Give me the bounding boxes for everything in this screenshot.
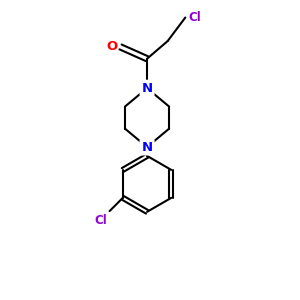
Text: Cl: Cl: [94, 214, 106, 227]
Text: N: N: [142, 82, 153, 95]
Text: Cl: Cl: [189, 11, 202, 24]
Text: N: N: [142, 141, 153, 154]
Text: O: O: [106, 40, 118, 53]
